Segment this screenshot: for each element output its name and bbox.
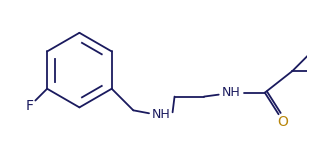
Text: NH: NH (151, 108, 170, 121)
Text: F: F (25, 99, 33, 113)
Text: O: O (277, 115, 288, 129)
Text: NH: NH (222, 86, 241, 99)
